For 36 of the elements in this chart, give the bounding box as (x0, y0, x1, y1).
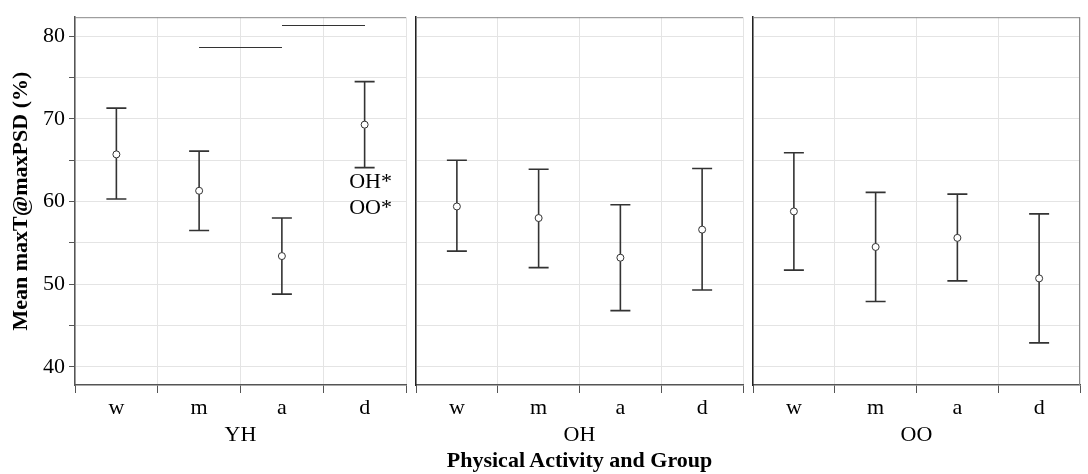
x-tick-label: a (276, 393, 287, 419)
y-tick-label: 60 (43, 187, 65, 213)
point (953, 233, 962, 242)
x-tick-label: a (615, 393, 626, 419)
y-axis-title: Mean maxT@maxPSD (%) (6, 71, 32, 331)
y-tick-label: 70 (43, 104, 65, 130)
x-axis-title: YH (224, 420, 257, 446)
y-tick-label: 80 (43, 21, 65, 47)
x-axis-title: OO (900, 420, 933, 446)
x-tick-label: w (108, 393, 125, 419)
annotation: OH* (349, 168, 393, 194)
point (195, 186, 204, 195)
point (698, 225, 707, 234)
point (789, 207, 798, 216)
point (534, 214, 543, 223)
point (360, 120, 369, 129)
point (112, 150, 121, 159)
y-tick-label: 40 (43, 352, 65, 378)
x-tick-label: w (448, 393, 465, 419)
point (452, 202, 461, 211)
x-tick-label: a (952, 393, 963, 419)
text: Physical Activity and Group (446, 446, 713, 472)
point (277, 252, 286, 261)
point (1035, 274, 1044, 283)
x-tick-label: d (1033, 393, 1045, 419)
x-tick-label: m (530, 393, 548, 419)
x-tick-label: m (867, 393, 885, 419)
x-axis-title: OH (563, 420, 596, 446)
annotation: OO* (349, 194, 393, 220)
point (871, 242, 880, 251)
point (616, 253, 625, 262)
x-tick-label: d (359, 393, 371, 419)
x-tick-label: d (696, 393, 708, 419)
x-tick-label: w (785, 393, 802, 419)
y-tick-label: 50 (43, 269, 65, 295)
x-tick-label: m (190, 393, 208, 419)
